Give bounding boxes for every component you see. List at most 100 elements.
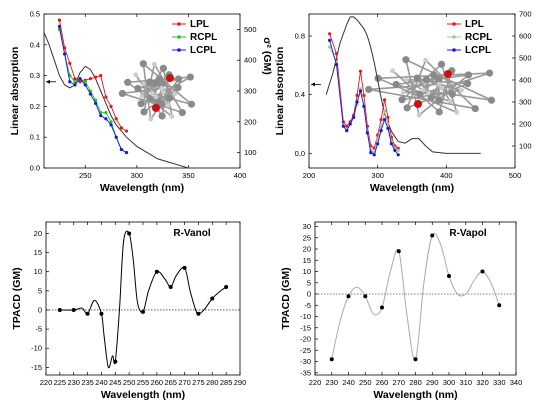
- series-point-lcpl: [109, 123, 113, 127]
- y-tick-label: -5: [304, 301, 311, 310]
- series-point-lcpl: [119, 147, 123, 152]
- molecule-atom: [152, 61, 157, 67]
- y-right-tick-label: 500: [519, 54, 532, 63]
- molecule-atom: [161, 89, 166, 95]
- series-point-lcpl: [348, 122, 352, 126]
- x-tick-label: 240: [95, 378, 108, 387]
- tpacd-point: [57, 307, 62, 312]
- series-point-lcpl: [104, 117, 108, 121]
- molecule-atom-oxygen: [414, 100, 422, 108]
- y-tick-label: -25: [300, 346, 311, 355]
- molecule-atom: [392, 80, 400, 89]
- molecule-bond: [161, 74, 170, 117]
- series-point-lpl: [396, 146, 400, 150]
- molecule-bond: [153, 63, 184, 113]
- series-point-lcpl: [352, 115, 356, 119]
- chart-bottom-right: 220 230 240 250 260 270 280 290 300 310 320 330 340-…: [280, 221, 523, 401]
- series-point-lcpl: [355, 100, 359, 104]
- series-point-lcpl: [372, 153, 376, 157]
- series-point-lpl: [99, 74, 103, 78]
- molecule-bond: [155, 76, 191, 98]
- molecule-illustration: [118, 60, 196, 122]
- series-point-lcpl: [114, 135, 118, 139]
- molecule-atom: [447, 98, 453, 104]
- tpacd-point: [380, 305, 384, 310]
- y-tick-label: -5: [35, 325, 42, 334]
- x-tick-label: 400: [234, 171, 247, 180]
- tpacd-point: [346, 294, 351, 299]
- x-axis-label: Wavelength (nm): [370, 182, 454, 194]
- x-tick-label: 270: [392, 378, 405, 387]
- series-point-lcpl: [93, 101, 98, 105]
- legend-marker-rcpl: [177, 35, 181, 39]
- molecule-atom: [398, 96, 406, 104]
- molecule-atom: [374, 74, 382, 82]
- x-tick-label: 260: [376, 378, 389, 387]
- y-tick-label: -15: [31, 363, 42, 372]
- y-tick-label: 0.0: [295, 149, 305, 158]
- molecule-atom: [172, 91, 177, 97]
- series-point-lcpl: [358, 89, 363, 93]
- tpacd-point: [71, 307, 76, 312]
- series-line-rcpl: [329, 46, 399, 154]
- series-point-lcpl: [63, 52, 67, 56]
- tpacd-point: [480, 269, 485, 274]
- legend-label-rcpl: RCPL: [190, 32, 217, 43]
- series-point-rcpl: [382, 109, 387, 113]
- molecule-bond: [401, 63, 443, 101]
- x-tick-label: 225: [54, 378, 67, 387]
- molecule-atom: [187, 100, 196, 108]
- series-point-lpl: [93, 75, 98, 79]
- x-axis-label: Wavelength (nm): [373, 389, 457, 401]
- molecule-atom: [365, 85, 373, 94]
- series-point-lcpl: [334, 63, 339, 67]
- series-point-lcpl: [369, 151, 373, 155]
- x-tick-label: 290: [234, 378, 247, 387]
- x-tick-label: 290: [426, 378, 439, 387]
- x-axis-label: Wavelength (nm): [100, 182, 184, 194]
- molecule-atom: [402, 56, 410, 64]
- series-point-rcpl: [396, 148, 400, 152]
- x-tick-label: 235: [81, 378, 94, 387]
- series-line-rcpl: [59, 29, 127, 153]
- molecule-atom: [124, 78, 132, 86]
- x-tick-label: 340: [510, 378, 523, 387]
- y-tick-label: 0.2: [30, 102, 40, 111]
- molecule-bond: [392, 70, 440, 113]
- molecule-bond: [162, 68, 173, 117]
- chart-bottom-left: 220 225 230 235 240 245 250 255 260 265 270 275 280 2…: [11, 221, 247, 401]
- plot-frame: [314, 221, 517, 376]
- molecule-atom: [464, 71, 473, 79]
- chart-top-left: 250 300 350 400 0.0 0.1 0.2 0.3 0.4 0.5 100 200 300 4…: [9, 10, 273, 195]
- series-point-lpl: [119, 126, 123, 130]
- y-tick-label: 0.8: [295, 32, 305, 41]
- x-tick-label: 350: [182, 171, 195, 180]
- tpacd-point: [196, 311, 201, 316]
- y-tick-label: 20: [34, 229, 42, 238]
- y-right-tick-label: 100: [519, 142, 532, 151]
- series-point-lpl: [334, 52, 339, 56]
- series-point-lpl: [355, 93, 359, 97]
- molecule-atom: [178, 108, 186, 117]
- series-point-lcpl: [389, 142, 393, 146]
- series-point-lcpl: [365, 131, 369, 135]
- arrow-left-icon: [46, 79, 50, 84]
- series-point-lpl: [345, 124, 349, 128]
- molecule-atom: [134, 84, 142, 93]
- series-point-lcpl: [83, 83, 87, 87]
- series-point-lcpl: [73, 83, 77, 87]
- legend-marker-lcpl: [177, 48, 181, 52]
- series-point-lcpl: [382, 118, 387, 122]
- molecule-bond: [140, 67, 165, 105]
- molecule-bond: [426, 78, 453, 95]
- series-point-lpl: [382, 98, 387, 102]
- molecule-atom-oxygen: [152, 104, 160, 112]
- x-tick-label: 300: [131, 171, 144, 180]
- x-tick-label: 220: [40, 378, 53, 387]
- molecule-bond: [425, 59, 476, 110]
- y-tick-label: 0.4: [30, 40, 40, 49]
- tpacd-point: [168, 285, 173, 290]
- x-tick-label: 230: [67, 378, 80, 387]
- molecule-atom: [174, 75, 183, 83]
- molecule-atom: [437, 60, 446, 68]
